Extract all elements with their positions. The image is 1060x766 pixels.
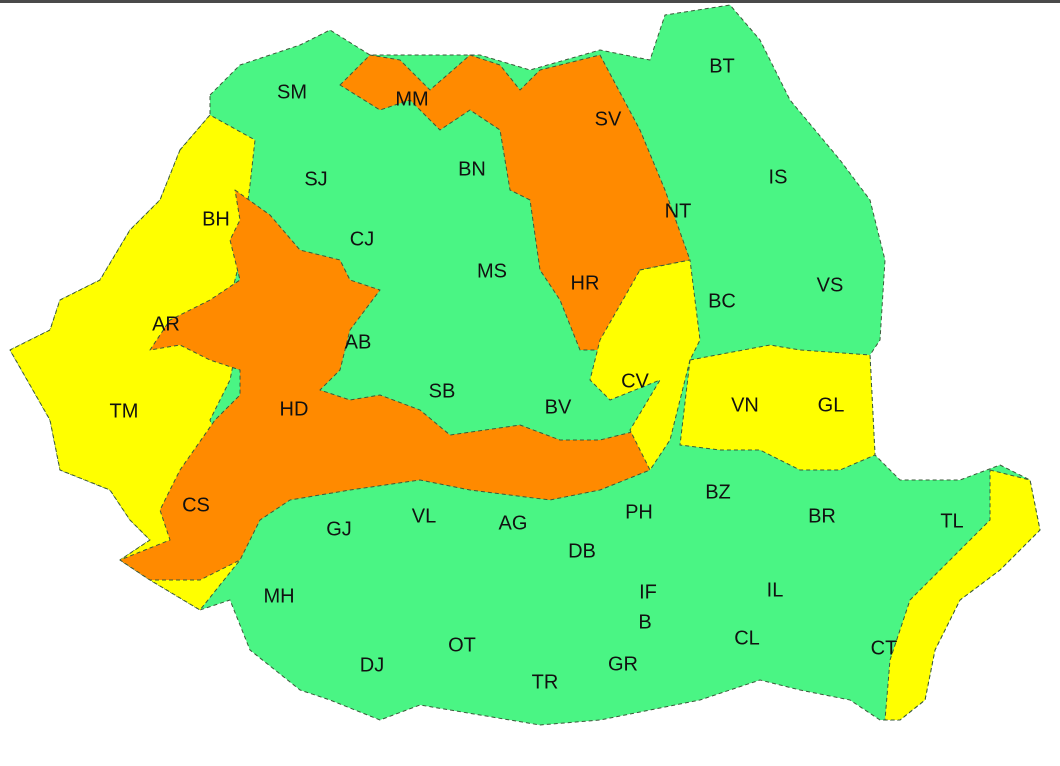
county-label-bc: BC: [708, 290, 736, 312]
county-label-ab: AB: [345, 331, 372, 353]
county-label-cv: CV: [621, 370, 649, 392]
county-label-bt: BT: [709, 55, 735, 77]
county-label-il: IL: [767, 579, 784, 601]
county-label-gr: GR: [608, 653, 638, 675]
county-label-is: IS: [769, 166, 788, 188]
county-label-ms: MS: [477, 260, 507, 282]
county-label-hd: HD: [280, 398, 309, 420]
county-label-ph: PH: [625, 501, 653, 523]
county-label-tr: TR: [532, 671, 559, 693]
county-label-ct: CT: [871, 637, 898, 659]
county-label-nt: NT: [665, 200, 692, 222]
county-label-dj: DJ: [360, 654, 384, 676]
county-label-ot: OT: [448, 634, 476, 656]
county-label-cs: CS: [182, 494, 210, 516]
county-label-if: IF: [639, 581, 657, 603]
county-label-sj: SJ: [304, 168, 327, 190]
county-label-sm: SM: [277, 81, 307, 103]
county-label-br: BR: [808, 505, 836, 527]
county-label-ag: AG: [499, 512, 528, 534]
county-label-db: DB: [568, 540, 596, 562]
county-label-gl: GL: [818, 394, 845, 416]
county-label-bn: BN: [458, 158, 486, 180]
county-label-bv: BV: [545, 396, 572, 418]
county-label-ar: AR: [152, 313, 180, 335]
county-label-hr: HR: [571, 272, 600, 294]
country-area-green: [9, 4, 1041, 726]
yellow-zone-east: [679, 344, 876, 471]
yellow-zone-coast: [884, 469, 1041, 721]
county-label-tm: TM: [110, 400, 139, 422]
county-label-sv: SV: [595, 108, 622, 130]
county-label-tl: TL: [940, 510, 963, 532]
county-label-gj: GJ: [326, 518, 352, 540]
county-label-bh: BH: [202, 208, 230, 230]
county-label-b: B: [638, 611, 651, 633]
county-label-vn: VN: [731, 394, 759, 416]
county-label-vs: VS: [817, 274, 844, 296]
yellow-zone-center-east: [589, 259, 701, 471]
county-label-cj: CJ: [350, 228, 374, 250]
county-label-bz: BZ: [705, 481, 731, 503]
county-label-cl: CL: [734, 627, 760, 649]
county-label-sb: SB: [429, 380, 456, 402]
county-label-mh: MH: [263, 585, 294, 607]
top-bar: [0, 0, 1060, 3]
county-label-mm: MM: [395, 88, 428, 110]
orange-zone-southwest: [119, 189, 651, 581]
county-label-vl: VL: [412, 505, 436, 527]
